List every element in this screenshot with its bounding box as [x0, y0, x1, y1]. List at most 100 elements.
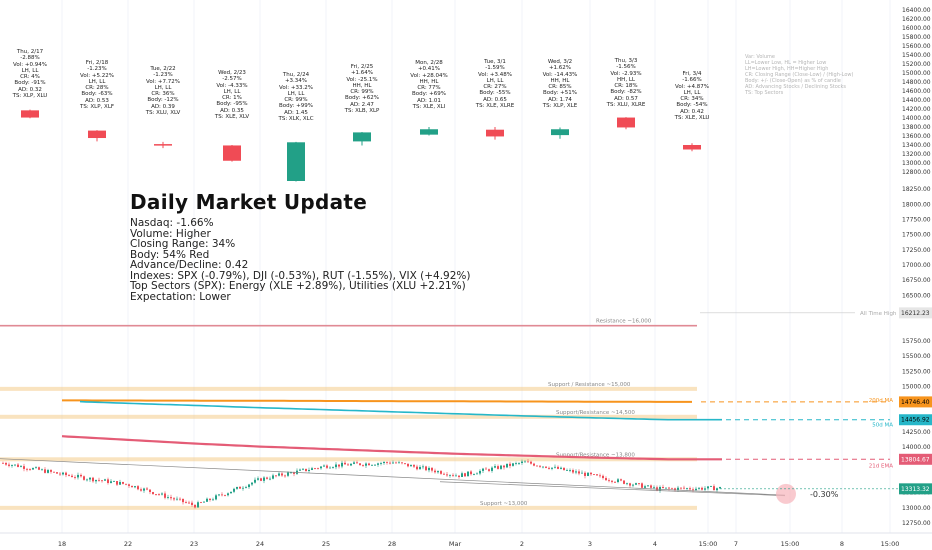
mini-candle-body: [617, 117, 635, 128]
candle-body: [341, 462, 343, 467]
trendline-lower: [439, 481, 786, 497]
legend-line: LL=Lower Low, HL = Higher Low: [745, 60, 827, 66]
candle-body: [236, 486, 238, 489]
price-tick-label: 16750.00: [902, 277, 931, 284]
candle-body: [20, 466, 22, 467]
card-line: Fri, 2/18: [85, 60, 109, 66]
candle-body: [260, 478, 262, 481]
candle-body: [476, 473, 478, 475]
card-line: Vol: +3.48%: [478, 71, 512, 78]
price-tick-label: 13000.00: [902, 505, 931, 512]
candle-body: [167, 497, 169, 498]
candle-body: [362, 465, 364, 466]
candle-body: [77, 474, 79, 478]
time-tick-label: 28: [388, 540, 396, 548]
candle-body: [35, 467, 37, 469]
candle-body: [491, 467, 493, 471]
price-axis[interactable]: 16400.00 16200.00 16000.00 15800.00 15600.00…: [0, 7, 932, 534]
card-line: Thu, 2/24: [282, 72, 310, 78]
candle-body: [257, 478, 259, 480]
card-line: CR: 4%: [20, 74, 40, 81]
card-line: Body: -91%: [14, 80, 46, 87]
candle-body: [350, 463, 352, 466]
candle-body: [431, 467, 433, 471]
candle-body: [59, 473, 61, 475]
candle-body: [185, 502, 187, 503]
candle-body: [515, 463, 517, 464]
candle-body: [65, 472, 67, 476]
candle-body: [290, 472, 292, 474]
candle-body: [593, 474, 595, 476]
candle-body: [287, 472, 289, 476]
candle-body: [101, 480, 103, 482]
candle-body: [578, 471, 580, 474]
price-tick-label: 17000.00: [902, 262, 931, 269]
candle-body: [128, 484, 130, 486]
candle-body: [335, 464, 337, 468]
level-label: Support ~13,000: [480, 501, 528, 507]
card-line: Body: -54%: [676, 102, 708, 109]
card-line: AD: 0.53: [85, 97, 109, 104]
price-tick-label: 15200.00: [902, 61, 931, 68]
candle-body: [440, 471, 442, 474]
daily-summary-card: Thu, 2/24 +3.34% Vol: +33.2% LH, LL CR: 99% B…: [261, 72, 331, 122]
candle-body: [395, 462, 397, 464]
card-line: HH, HL: [419, 78, 439, 85]
time-axis[interactable]: 18 22 23 24 25 28 Mar 2 3 4 15:00 7 15:00 8 15:00: [58, 540, 900, 548]
card-line: CR: 27%: [483, 84, 507, 91]
candle-body: [212, 499, 214, 501]
all-time-high-label: All Time High: [860, 311, 897, 317]
candle-body: [53, 471, 55, 473]
candle-body: [164, 493, 166, 498]
candle-body: [479, 470, 481, 474]
candle-body: [149, 489, 151, 493]
legend-line: CR: Closing Range (Close-Low) / (High-Lo…: [745, 72, 854, 78]
candle-body: [344, 462, 346, 465]
candle-body: [482, 468, 484, 471]
card-line: +1.64%: [350, 70, 374, 77]
card-line: Vol: +28.04%: [410, 72, 448, 79]
candle-body: [371, 464, 373, 466]
candle-body: [413, 465, 415, 467]
candle-body: [671, 488, 673, 490]
candle-body: [512, 463, 514, 466]
candle-body: [311, 468, 313, 470]
candle-body: [131, 485, 133, 488]
candle-body: [533, 463, 535, 466]
candle-body: [275, 475, 277, 477]
candle-body: [266, 477, 268, 479]
price-tick-label: 15000.00: [902, 383, 931, 390]
candle-body: [239, 486, 241, 489]
candle-body: [521, 461, 523, 464]
candle-body: [227, 493, 229, 496]
projection-change-label: -0.30%: [810, 490, 839, 499]
daily-summary-card: Thu, 3/3 -1.56% Vol: -2.93% HH, LL CR: 18% Bo…: [591, 58, 661, 108]
level-label: Resistance ~16,000: [596, 319, 652, 325]
candle-body: [203, 501, 205, 503]
card-line: HH, LL: [617, 76, 635, 83]
legend-line: Body: +/- (Close-Open) as % of candle: [745, 78, 841, 84]
candle-body: [686, 488, 688, 489]
candle-body: [545, 466, 547, 468]
candle-body: [89, 477, 91, 480]
candle-body: [26, 468, 28, 470]
candle-body: [11, 465, 13, 466]
card-line: TS: XLU, XLV: [145, 110, 181, 117]
candle-body: [560, 467, 562, 469]
support-band: [0, 386, 697, 391]
price-tick-label: 14400.00: [902, 97, 931, 104]
card-line: Vol: +0.94%: [13, 61, 47, 68]
price-tick-label: 17750.00: [902, 216, 931, 223]
candle-body: [629, 483, 631, 486]
abbreviation-legend: Var: Volume LL=Lower Low, HL = Higher Lo…: [745, 54, 855, 96]
candle-body: [332, 467, 334, 468]
card-line: HH, HL: [352, 82, 372, 89]
candle-body: [542, 466, 544, 468]
ema-21d-line: [61, 435, 722, 461]
candle-body: [182, 498, 184, 503]
card-line: AD: 0.32: [18, 86, 42, 93]
candle-body: [284, 475, 286, 477]
candle-body: [353, 462, 355, 464]
support-band: [0, 457, 697, 462]
